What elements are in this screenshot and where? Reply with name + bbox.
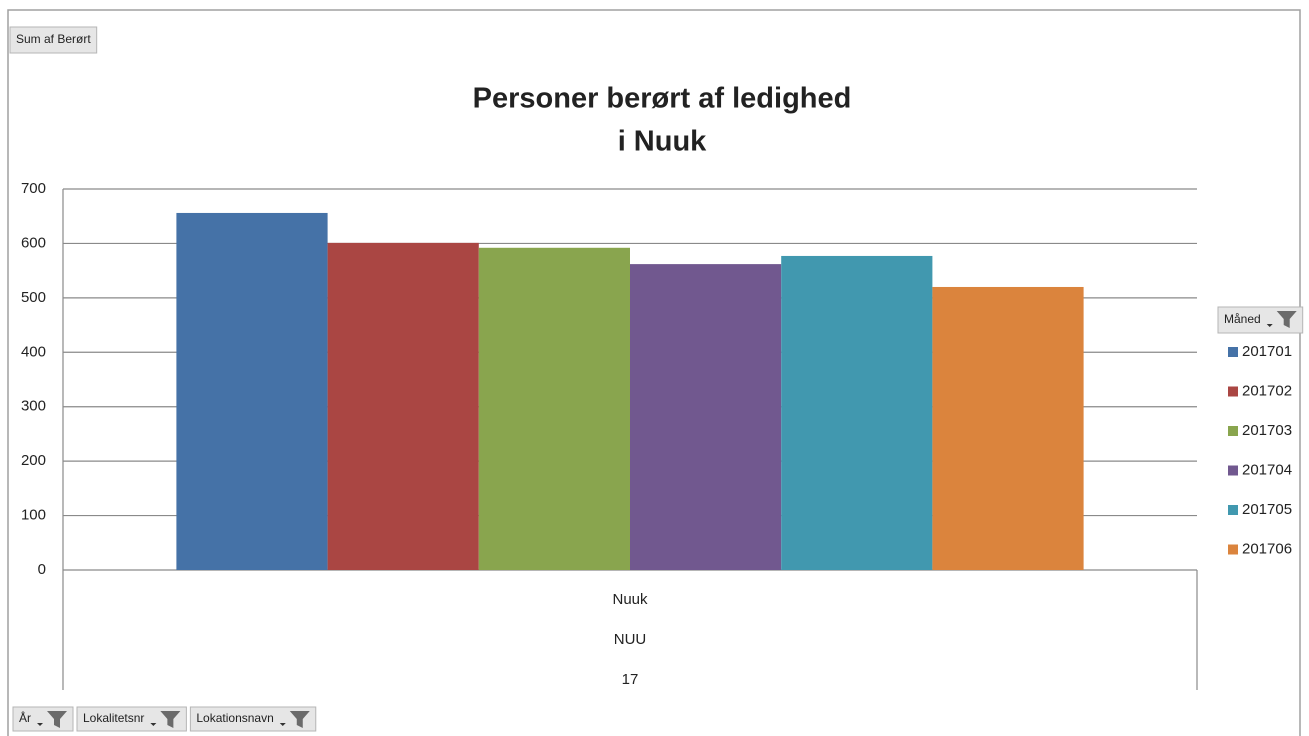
dropdown-arrow (1266, 324, 1273, 327)
y-tick-label: 200 (21, 452, 46, 469)
field-button-label: Lokationsnavn (196, 711, 273, 725)
field-button-label: Måned (1224, 312, 1261, 326)
y-tick-label: 300 (21, 398, 46, 415)
bar (478, 247, 630, 571)
legend-swatch (1228, 505, 1238, 515)
y-tick-label: 700 (21, 180, 46, 197)
bar (176, 212, 328, 570)
x-tick-label: Nuuk (612, 591, 648, 608)
y-tick-label: 500 (21, 289, 46, 306)
x-sub-label: NUU (614, 631, 647, 648)
legend-swatch (1228, 386, 1238, 397)
bar (327, 242, 479, 571)
legend-swatch (1228, 544, 1238, 555)
bar (932, 286, 1084, 570)
field-button-label: År (19, 710, 31, 725)
chart-title: Personer berørt af ledighed (473, 83, 852, 115)
bar (630, 264, 782, 570)
y-tick-label: 100 (21, 507, 46, 524)
x-sub-label: 17 (622, 671, 639, 688)
field-button-label: Sum af Berørt (16, 32, 91, 46)
chart-title: i Nuuk (618, 126, 707, 158)
legend-label: 201702 (1242, 382, 1292, 399)
legend-label: 201701 (1242, 343, 1292, 360)
y-tick-label: 400 (21, 343, 46, 360)
filter-icon (289, 711, 310, 728)
legend-label: 201706 (1242, 540, 1292, 557)
filter-icon (1276, 311, 1297, 328)
field-button[interactable] (9, 26, 98, 54)
legend-label: 201703 (1242, 422, 1292, 439)
filter-icon (47, 711, 67, 728)
dropdown-arrow (150, 723, 157, 726)
filter-icon (160, 711, 181, 728)
legend-swatch (1228, 426, 1238, 436)
y-tick-label: 0 (38, 561, 46, 578)
dropdown-arrow (37, 723, 43, 726)
field-button-label: Lokalitetsnr (83, 711, 144, 725)
legend-label: 201705 (1242, 501, 1292, 518)
y-tick-label: 600 (21, 234, 46, 251)
legend-swatch (1228, 347, 1238, 357)
dropdown-arrow (279, 723, 286, 726)
legend-label: 201704 (1242, 461, 1292, 478)
legend-swatch (1228, 465, 1238, 476)
bar (781, 255, 933, 570)
